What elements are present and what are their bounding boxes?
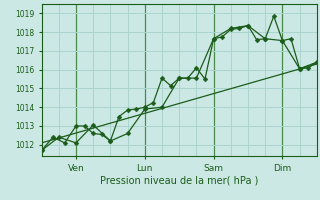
X-axis label: Pression niveau de la mer( hPa ): Pression niveau de la mer( hPa ): [100, 175, 258, 185]
